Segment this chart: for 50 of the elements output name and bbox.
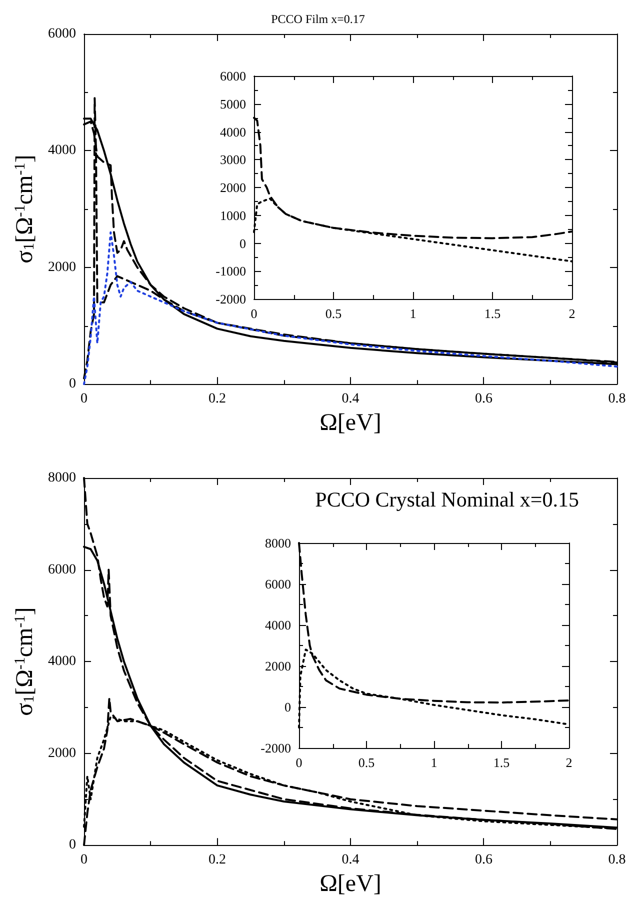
x-tick-label: 0.8 — [608, 852, 626, 868]
text: PCCO Crystal Nominal x=0.15 — [315, 488, 580, 512]
y-tick-label: 0 — [284, 700, 291, 714]
y-tick-label: -2000 — [216, 292, 246, 306]
y-tick-label: 4000 — [48, 654, 76, 670]
chart-title: PCCO Film x=0.17 — [271, 12, 365, 26]
x-tick-label: 1.5 — [484, 306, 501, 321]
x-tick-label: 0.5 — [325, 306, 342, 321]
y-tick-label: 4000 — [265, 618, 291, 632]
y-axis-title: σ1[Ω-1cm-1] — [12, 154, 38, 264]
x-axis-title: Ω[eV] — [320, 871, 382, 897]
y-tick-label: 0 — [240, 236, 246, 251]
x-tick-label: 0.2 — [208, 852, 226, 868]
x-tick-label: 0.4 — [342, 392, 360, 407]
y-tick-label: 6000 — [48, 562, 76, 578]
y-tick-label: 4000 — [220, 124, 246, 140]
y-tick-label: 8000 — [48, 470, 76, 486]
y-tick-label: 1000 — [220, 208, 246, 223]
y-tick-label: 2000 — [220, 180, 246, 195]
x-tick-label: 0.2 — [208, 392, 226, 407]
x-axis-title: Ω[eV] — [320, 410, 382, 436]
y-axis-title: σ1[Ω-1cm-1] — [12, 607, 38, 716]
y-tick-label: 6000 — [48, 26, 76, 42]
y-tick-label: 2000 — [265, 658, 291, 674]
x-tick-label: 0.4 — [342, 852, 360, 868]
y-tick-label: 8000 — [265, 536, 291, 550]
y-tick-label: -1000 — [216, 264, 246, 279]
x-tick-label: 1 — [410, 306, 416, 321]
y-tick-label: 5000 — [220, 96, 246, 112]
y-tick-label: 6000 — [220, 68, 246, 84]
y-tick-label: 2000 — [48, 260, 76, 275]
x-tick-label: 0.8 — [608, 392, 626, 407]
y-tick-label: 0 — [69, 838, 76, 853]
x-tick-label: 1.5 — [493, 755, 510, 770]
y-tick-label: 0 — [69, 376, 76, 392]
x-tick-label: 0 — [250, 306, 258, 321]
x-tick-label: 2 — [568, 306, 576, 321]
x-tick-label: 0.5 — [358, 755, 375, 770]
x-tick-label: 0 — [80, 852, 88, 868]
y-tick-label: -2000 — [260, 740, 291, 756]
x-tick-label: 0.6 — [475, 392, 492, 407]
x-tick-label: 0 — [80, 392, 88, 407]
x-tick-label: 0 — [296, 755, 302, 770]
y-tick-label: 6000 — [265, 576, 291, 592]
y-tick-label: 2000 — [48, 746, 76, 761]
x-tick-label: 1 — [430, 755, 438, 770]
x-tick-label: 2 — [566, 755, 572, 770]
y-tick-label: 4000 — [48, 143, 76, 158]
y-tick-label: 3000 — [220, 152, 246, 168]
x-tick-label: 0.6 — [475, 852, 492, 868]
